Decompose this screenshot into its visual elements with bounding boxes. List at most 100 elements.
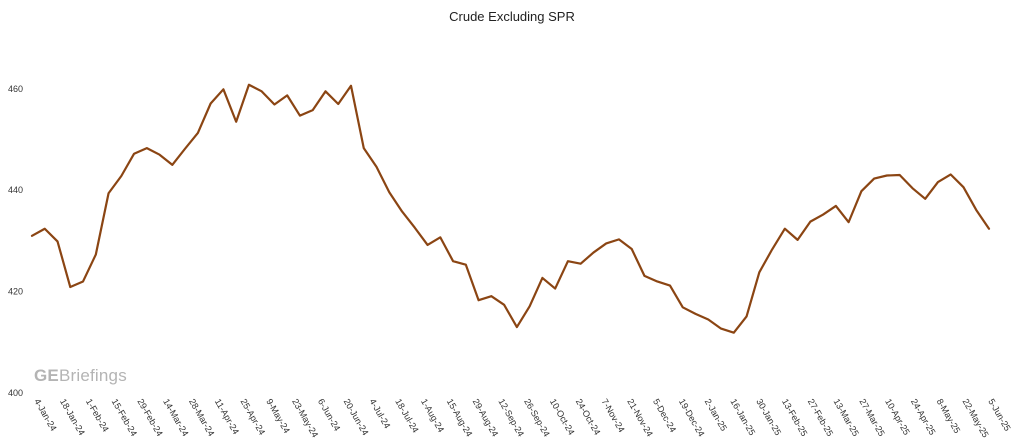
x-tick-label: 15-Aug-24 xyxy=(445,397,475,438)
data-point xyxy=(822,213,824,215)
series-line xyxy=(30,83,991,334)
x-tick-label: 9-May-24 xyxy=(264,397,292,435)
x-tick-label: 25-Apr-24 xyxy=(239,397,268,437)
x-tick-label: 10-Apr-25 xyxy=(883,397,912,437)
data-point xyxy=(796,239,798,241)
data-point xyxy=(56,240,58,242)
data-point xyxy=(158,154,160,156)
data-point xyxy=(503,304,505,306)
data-point xyxy=(452,260,454,262)
x-tick-label: 15-Feb-24 xyxy=(110,397,139,438)
watermark-rest: Briefings xyxy=(58,366,127,385)
data-point xyxy=(950,173,952,175)
data-point xyxy=(847,221,849,223)
data-point xyxy=(924,198,926,200)
data-point xyxy=(962,186,964,188)
x-tick-label: 13-Mar-25 xyxy=(832,397,861,438)
data-point xyxy=(490,295,492,297)
data-point xyxy=(516,326,518,328)
x-tick-label: 24-Oct-24 xyxy=(574,397,603,437)
x-tick-label: 8-May-25 xyxy=(935,397,963,435)
y-tick-label: 420 xyxy=(8,287,23,297)
x-tick-label: 16-Jan-25 xyxy=(728,397,757,437)
x-tick-label: 22-May-25 xyxy=(960,397,990,438)
data-point xyxy=(758,271,760,273)
x-tick-label: 28-Mar-24 xyxy=(187,397,216,438)
x-tick-label: 4-Jul-24 xyxy=(367,397,392,430)
data-point xyxy=(631,248,633,250)
watermark-bold: GE xyxy=(34,366,59,385)
x-tick-label: 1-Feb-24 xyxy=(84,397,111,434)
x-tick-label: 6-Jun-24 xyxy=(316,397,342,433)
data-point xyxy=(886,174,888,176)
data-point xyxy=(835,205,837,207)
data-point xyxy=(95,253,97,255)
x-tick-label: 30-Jan-25 xyxy=(754,397,783,437)
data-point xyxy=(222,88,224,90)
data-point xyxy=(937,181,939,183)
data-point xyxy=(273,103,275,105)
x-tick-label: 5-Jun-25 xyxy=(986,397,1012,433)
data-point xyxy=(235,121,237,123)
data-point xyxy=(720,327,722,329)
data-point xyxy=(605,242,607,244)
data-point xyxy=(133,153,135,155)
y-tick-label: 460 xyxy=(8,84,23,94)
data-point xyxy=(286,94,288,96)
y-axis: 400 420 440 460 xyxy=(8,84,23,398)
x-tick-label: 10-Oct-24 xyxy=(548,397,577,437)
data-point xyxy=(784,228,786,230)
data-point xyxy=(567,260,569,262)
x-tick-label: 26-Sep-24 xyxy=(522,397,552,438)
data-point xyxy=(31,235,33,237)
data-point xyxy=(184,147,186,149)
data-point xyxy=(771,248,773,250)
data-point xyxy=(299,114,301,116)
data-point xyxy=(337,103,339,105)
data-point xyxy=(350,85,352,87)
x-tick-label: 18-Jul-24 xyxy=(393,397,420,435)
data-point xyxy=(197,132,199,134)
data-point xyxy=(248,84,250,86)
data-point xyxy=(898,174,900,176)
data-point xyxy=(988,228,990,230)
data-point xyxy=(375,166,377,168)
data-point xyxy=(528,305,530,307)
data-point xyxy=(669,284,671,286)
data-point xyxy=(873,177,875,179)
data-point xyxy=(554,287,556,289)
x-tick-label: 27-Feb-25 xyxy=(806,397,835,438)
data-point xyxy=(975,209,977,211)
data-point xyxy=(426,244,428,246)
y-tick-label: 400 xyxy=(8,388,23,398)
x-tick-label: 2-Jan-25 xyxy=(703,397,729,433)
data-point xyxy=(388,191,390,193)
x-tick-label: 18-Jan-24 xyxy=(58,397,87,437)
x-tick-label: 23-May-24 xyxy=(290,397,320,438)
data-point xyxy=(146,147,148,149)
x-tick-label: 5-Dec-24 xyxy=(651,397,678,434)
x-tick-label: 29-Feb-24 xyxy=(135,397,164,438)
data-point xyxy=(401,210,403,212)
x-axis: 4-Jan-24 18-Jan-241-Feb-2415-Feb-2429-Feb… xyxy=(32,397,1012,438)
data-point xyxy=(107,192,109,194)
x-tick-label: 14-Mar-24 xyxy=(161,397,190,438)
data-point xyxy=(312,109,314,111)
data-point xyxy=(579,263,581,265)
data-point xyxy=(592,251,594,253)
data-point xyxy=(260,90,262,92)
x-tick-label: 21-Nov-24 xyxy=(625,397,655,438)
watermark-logo: GEBriefings xyxy=(34,366,127,386)
data-point xyxy=(682,306,684,308)
x-tick-label: 27-Mar-25 xyxy=(857,397,886,438)
x-tick-label: 11-Apr-24 xyxy=(213,397,241,436)
data-point xyxy=(324,90,326,92)
x-tick-label: 19-Dec-24 xyxy=(677,397,707,438)
x-tick-label: 13-Feb-25 xyxy=(780,397,809,438)
data-point xyxy=(363,147,365,149)
data-point xyxy=(745,315,747,317)
data-point xyxy=(860,190,862,192)
data-point xyxy=(707,318,709,320)
data-point xyxy=(809,220,811,222)
